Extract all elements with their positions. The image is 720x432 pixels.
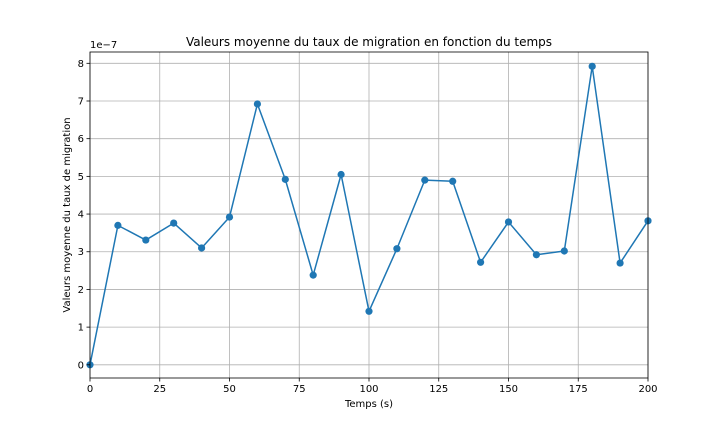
data-point xyxy=(588,62,596,70)
y-tick-label: 1 xyxy=(78,323,84,334)
data-point xyxy=(225,213,234,221)
data-point xyxy=(309,271,317,279)
data-point xyxy=(532,251,541,259)
data-point xyxy=(477,258,485,266)
y-tick-label: 3 xyxy=(78,247,84,258)
data-point xyxy=(114,221,122,229)
x-axis-label: Temps (s) xyxy=(344,399,393,410)
y-tick-label: 6 xyxy=(78,134,84,145)
chart-title: Valeurs moyenne du taux de migration en … xyxy=(186,35,552,49)
y-tick-label: 7 xyxy=(78,96,84,107)
grid-lines xyxy=(89,52,649,378)
y-tick-label: 0 xyxy=(78,360,84,371)
data-point xyxy=(365,307,373,315)
data-point xyxy=(393,245,401,253)
x-tick-label: 25 xyxy=(153,384,166,395)
y-axis-offset-label: 1e−7 xyxy=(90,40,117,51)
data-point xyxy=(616,259,624,267)
y-tick-label: 4 xyxy=(78,210,84,221)
y-tick-label: 5 xyxy=(78,172,84,183)
y-tick-label: 2 xyxy=(78,285,84,296)
data-point xyxy=(253,100,261,108)
data-point xyxy=(170,219,178,227)
x-tick-label: 175 xyxy=(569,384,588,395)
x-tick-label: 50 xyxy=(223,384,236,395)
x-tick-label: 100 xyxy=(359,384,378,395)
data-point xyxy=(281,175,289,183)
axis-ticks: 0 25 50 75 100 125 150 175 200 0 1 2 3 4 5 6 7 8 xyxy=(78,59,658,395)
x-tick-label: 125 xyxy=(429,384,448,395)
y-tick-label: 8 xyxy=(78,59,84,70)
x-tick-label: 150 xyxy=(499,384,518,395)
data-point xyxy=(198,244,206,252)
data-point xyxy=(142,236,150,244)
data-point xyxy=(421,176,429,184)
series-layer xyxy=(86,62,652,369)
x-tick-label: 75 xyxy=(293,384,306,395)
data-point xyxy=(560,247,568,255)
data-point xyxy=(449,177,457,185)
y-axis-label: Valeurs moyenne du taux de migration xyxy=(62,117,73,312)
x-tick-label: 0 xyxy=(87,384,93,395)
data-point xyxy=(337,170,345,179)
data-point xyxy=(504,218,513,226)
x-tick-label: 200 xyxy=(638,384,657,395)
